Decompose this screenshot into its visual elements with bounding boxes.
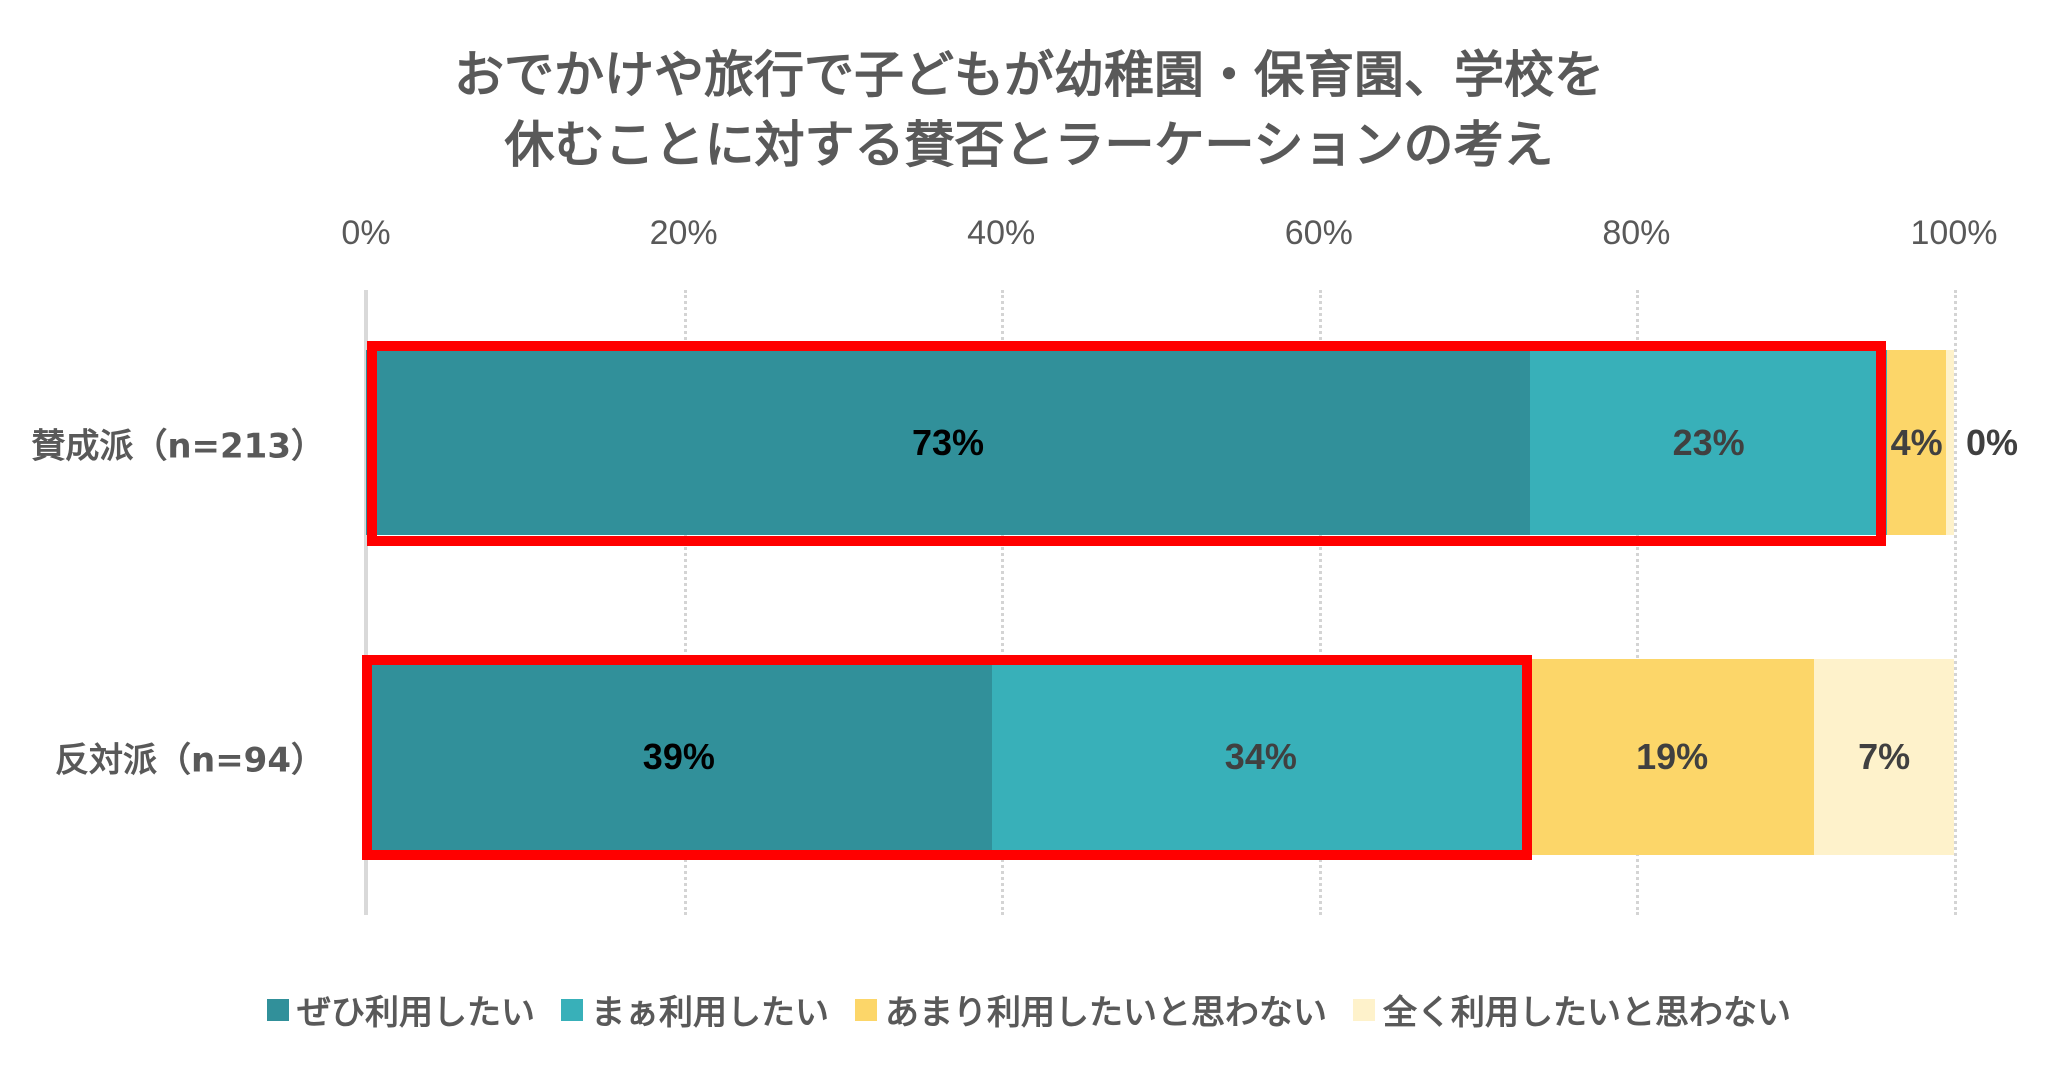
- gridline-60: [1318, 290, 1322, 915]
- legend-label: ぜひ利用したい: [297, 993, 535, 1033]
- plot-area: 0% 20% 40% 60% 80% 100% 73% 23% 4% 0% 39…: [341, 0, 2018, 1073]
- legend-item-somewhat-use: まぁ利用したい: [561, 985, 829, 1034]
- legend-label: まぁ利用したい: [591, 993, 829, 1033]
- bar-row-approve: 73% 23% 4% 0%: [366, 350, 2018, 535]
- gridline-80: [1636, 290, 1640, 915]
- data-label: 19%: [1636, 736, 1709, 777]
- chart-title-line-1: おでかけや旅行で子どもが幼稚園・保育園、学校を: [454, 46, 1604, 104]
- legend-label: 全く利用したいと思わない: [1383, 993, 1791, 1033]
- legend-swatch-icon: [855, 998, 877, 1021]
- data-label: 73%: [911, 421, 985, 463]
- legend-swatch-icon: [1353, 998, 1375, 1021]
- x-tick-label: 0%: [341, 214, 391, 252]
- legend: ぜひ利用したい まぁ利用したい あまり利用したいと思わない 全く利用したいと思わ…: [0, 985, 2058, 1034]
- gridline-100: [1954, 290, 1957, 915]
- data-label: 0%: [1965, 421, 2019, 463]
- chart-title-line-2: 休むことに対する賛否とラーケーションの考え: [504, 116, 1554, 174]
- legend-swatch-icon: [267, 998, 289, 1021]
- x-tick-label: 60%: [1284, 214, 1353, 252]
- bar-segment-not-really-use: 19%: [1530, 659, 1815, 855]
- data-label: 39%: [642, 736, 715, 777]
- x-tick-label: 40%: [967, 214, 1036, 252]
- data-label: 7%: [1858, 736, 1911, 777]
- data-label: 34%: [1224, 736, 1297, 777]
- gridline-40: [1001, 290, 1005, 915]
- legend-item-definitely-use: ぜひ利用したい: [267, 985, 535, 1034]
- legend-swatch-icon: [561, 998, 583, 1021]
- data-label: 23%: [1672, 421, 1745, 463]
- bar-segment-definitely-use: 73%: [366, 350, 1530, 535]
- x-tick-label: 100%: [1910, 214, 1998, 252]
- bar-segment-not-at-all-use: 7%: [1814, 659, 1954, 855]
- bar-segment-definitely-use: 39%: [366, 659, 992, 855]
- legend-item-not-really-use: あまり利用したいと思わない: [855, 985, 1327, 1034]
- x-tick-label: 20%: [649, 214, 718, 252]
- bar-segment-not-at-all-use: 0%: [1946, 350, 2018, 535]
- category-label-oppose: 反対派（n=94）: [54, 740, 325, 781]
- y-axis-line: [364, 290, 368, 915]
- x-tick-label: 80%: [1602, 214, 1671, 252]
- gridline-20: [683, 290, 687, 915]
- bar-segment-not-really-use: 4%: [1887, 350, 1947, 535]
- legend-label: あまり利用したいと思わない: [885, 993, 1327, 1033]
- bar-segment-somewhat-use: 23%: [1530, 350, 1888, 535]
- chart-title: おでかけや旅行で子どもが幼稚園・保育園、学校を 休むことに対する賛否とラーケーシ…: [0, 40, 2058, 180]
- legend-item-not-at-all-use: 全く利用したいと思わない: [1353, 985, 1791, 1034]
- data-label: 4%: [1890, 421, 1943, 463]
- category-label-approve: 賛成派（n=213）: [31, 426, 325, 467]
- bar-segment-somewhat-use: 34%: [991, 659, 1530, 855]
- bar-row-oppose: 39% 34% 19% 7%: [366, 659, 1954, 855]
